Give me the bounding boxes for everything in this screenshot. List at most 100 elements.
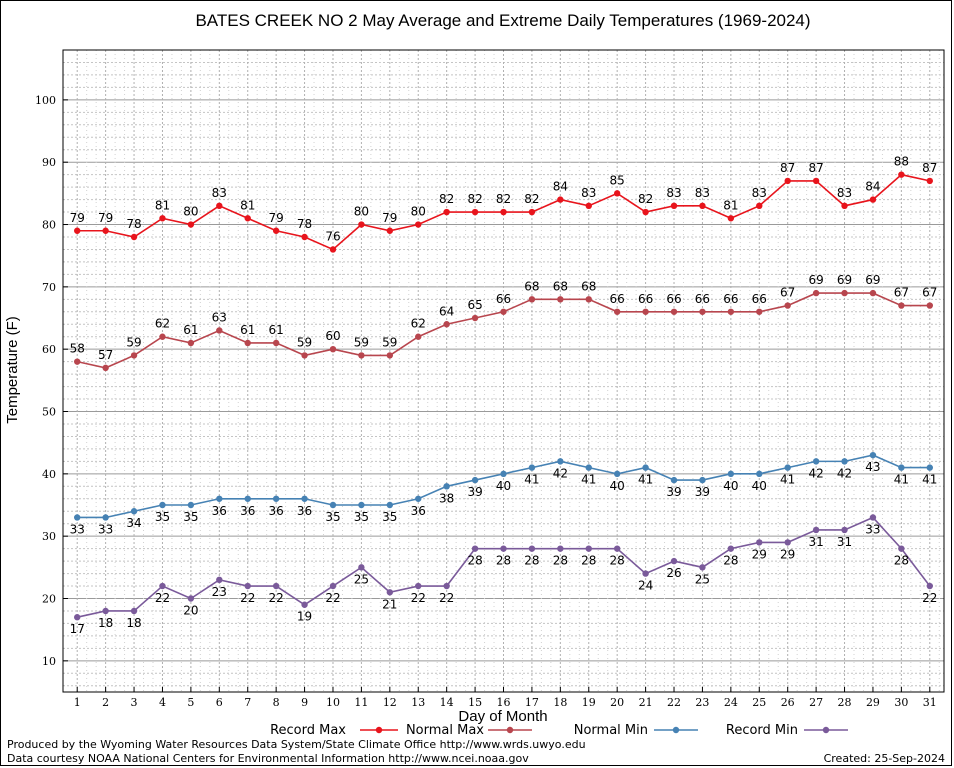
x-tick-label: 8: [273, 696, 280, 709]
data-point-normal-min: [471, 476, 479, 484]
data-point-record-max: [358, 221, 365, 228]
data-point-normal-max: [756, 308, 763, 315]
data-point-record-min: [130, 607, 138, 615]
data-label-normal-min: 41: [922, 473, 937, 487]
data-label-normal-max: 64: [439, 304, 454, 318]
data-label-normal-max: 66: [666, 292, 681, 306]
footer-produced-by: Produced by the Wyoming Water Resources …: [7, 738, 586, 751]
x-tick-label: 31: [923, 696, 937, 709]
data-point-record-min: [756, 539, 763, 546]
legend-label-record-min: Record Min: [726, 723, 798, 738]
series-normal-min: 33 33 34 35 35 36 36 36 36 35 35 35 36 38 39 40 41 42 41 40…: [70, 451, 937, 536]
y-tick-label: 30: [42, 530, 56, 543]
data-point-record-max: [415, 221, 422, 228]
data-label-normal-max: 66: [610, 292, 625, 306]
x-tick-label: 1: [74, 696, 81, 709]
x-tick-label: 29: [866, 696, 880, 709]
data-label-normal-min: 36: [269, 504, 284, 518]
data-label-normal-max: 68: [553, 279, 568, 293]
y-tick-label: 20: [42, 593, 56, 606]
data-point-record-max: [471, 208, 479, 216]
x-tick-label: 27: [809, 696, 823, 709]
data-label-record-min: 28: [723, 554, 738, 568]
data-point-record-min: [557, 545, 564, 552]
data-label-record-min: 29: [752, 547, 767, 561]
data-label-normal-min: 39: [467, 485, 482, 499]
y-tick-label: 40: [42, 468, 56, 481]
data-label-record-max: 83: [837, 186, 852, 200]
data-label-normal-min: 42: [553, 466, 568, 480]
data-label-normal-max: 57: [98, 348, 113, 362]
data-point-normal-min: [557, 458, 564, 465]
data-label-normal-min: 35: [382, 510, 397, 524]
data-point-normal-min: [187, 501, 195, 509]
data-point-record-max: [727, 215, 735, 222]
data-point-normal-max: [187, 339, 195, 347]
x-tick-label: 7: [244, 696, 251, 709]
data-point-normal-max: [272, 339, 280, 347]
data-label-record-max: 84: [553, 180, 568, 194]
data-label-record-max: 82: [638, 192, 653, 206]
data-label-record-max: 81: [240, 198, 255, 212]
data-label-record-min: 24: [638, 579, 653, 593]
data-label-record-max: 82: [524, 192, 539, 206]
data-label-normal-max: 62: [411, 317, 426, 331]
data-label-normal-min: 42: [808, 466, 823, 480]
data-point-record-max: [841, 202, 848, 210]
data-label-normal-max: 59: [297, 335, 312, 349]
data-point-record-max: [642, 208, 649, 216]
x-tick-label: 6: [216, 696, 223, 709]
data-point-record-max: [443, 208, 450, 216]
x-tick-label: 12: [383, 696, 397, 709]
data-point-normal-min: [301, 495, 308, 502]
data-label-record-max: 79: [98, 211, 113, 225]
data-label-normal-min: 42: [837, 466, 852, 480]
data-label-record-min: 22: [922, 591, 937, 605]
data-point-normal-max: [74, 358, 81, 365]
data-label-normal-min: 40: [496, 479, 511, 493]
data-point-record-max: [159, 215, 166, 222]
data-label-record-max: 87: [808, 161, 823, 175]
data-point-normal-min: [670, 476, 678, 484]
data-point-record-min: [784, 539, 791, 546]
data-label-normal-min: 35: [325, 510, 340, 524]
data-point-record-min: [301, 601, 308, 608]
data-point-normal-max: [926, 302, 933, 309]
data-label-normal-max: 66: [752, 292, 767, 306]
x-tick-label: 17: [525, 696, 539, 709]
data-point-normal-min: [216, 495, 223, 502]
data-point-record-max: [670, 202, 678, 210]
data-point-normal-max: [613, 308, 621, 315]
data-point-record-max: [301, 233, 308, 241]
legend-marker-normal-max: [506, 726, 514, 734]
x-tick-label: 30: [894, 696, 908, 709]
x-tick-label: 19: [582, 696, 596, 709]
data-point-normal-min: [244, 495, 251, 502]
legend: Record Max Normal Max Normal Min Record Min: [270, 723, 848, 738]
data-point-normal-min: [358, 501, 365, 509]
data-label-record-max: 83: [581, 186, 596, 200]
x-tick-label: 21: [639, 696, 653, 709]
data-point-normal-max: [699, 308, 706, 315]
data-point-normal-min: [272, 495, 280, 502]
data-label-record-max: 81: [723, 198, 738, 212]
y-tick-label: 80: [42, 219, 56, 232]
data-point-record-max: [102, 227, 109, 234]
series: 79 79 78 81 80 83 81 79 78 76 80 79 80 82 82 82 82 84 83 85…: [70, 155, 938, 637]
data-point-record-min: [528, 545, 536, 552]
data-label-normal-min: 35: [155, 510, 170, 524]
legend-marker-normal-min: [672, 726, 680, 734]
data-point-normal-min: [613, 470, 621, 478]
data-point-normal-min: [841, 458, 848, 465]
data-label-record-max: 78: [126, 217, 141, 231]
data-point-normal-min: [812, 458, 820, 465]
data-point-record-min: [358, 564, 365, 571]
data-point-record-min: [102, 607, 109, 615]
data-label-record-max: 83: [212, 186, 227, 200]
data-label-record-max: 76: [325, 229, 340, 243]
data-label-normal-min: 36: [212, 504, 227, 518]
data-point-record-max: [585, 202, 592, 210]
data-point-record-max: [613, 190, 621, 197]
data-point-normal-max: [670, 308, 678, 315]
data-point-record-min: [585, 545, 592, 552]
